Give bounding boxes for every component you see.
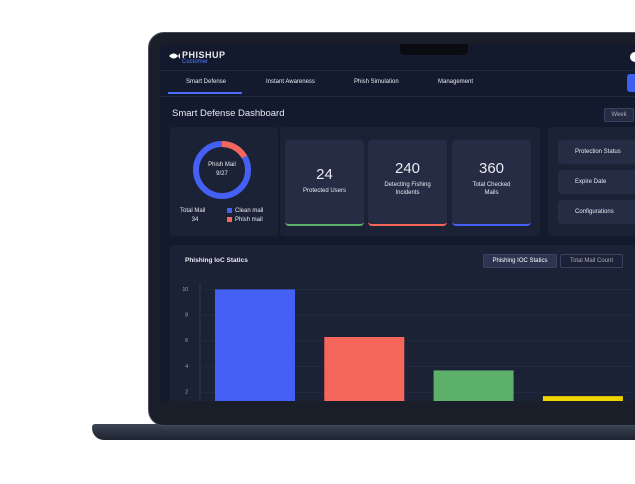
nav-item[interactable]: Instant Awareness — [266, 79, 315, 85]
y-tick-label: 8 — [185, 312, 188, 318]
brand-subtitle: Customer — [182, 59, 209, 65]
nav-underline — [168, 92, 242, 94]
side-link-label[interactable]: Protection Status — [575, 149, 621, 155]
donut-ratio: 9/27 — [216, 171, 228, 177]
camera-notch — [400, 44, 468, 55]
side-link[interactable]: Expire Date — [558, 170, 635, 194]
stat-value: 360 — [478, 160, 505, 177]
stat-label: Protected Users — [302, 188, 347, 194]
chart-tab[interactable]: Total Mail Count — [560, 254, 623, 268]
bar — [433, 370, 514, 401]
action-button[interactable] — [627, 74, 635, 92]
page-title: Smart Defense Dashboard — [172, 108, 285, 119]
legend-label: Phish mail — [235, 217, 263, 223]
stat-card: 24 Protected Users — [285, 140, 364, 226]
y-tick-label: 6 — [185, 338, 188, 344]
stat-card: 360 Total Checked Mails — [452, 140, 531, 226]
logo-icon — [169, 53, 180, 59]
stat-label: Detecting Fishing Incidents — [384, 182, 431, 196]
chart-title: Phishing IoC Statics — [185, 257, 248, 264]
side-link[interactable]: Protection Status — [558, 140, 635, 164]
bar — [215, 289, 295, 401]
nav-bar — [160, 70, 635, 97]
y-tick-label: 10 — [182, 287, 188, 293]
side-link-label[interactable]: Expire Date — [575, 179, 607, 185]
chart-tab[interactable]: Phishing IOC Statics — [483, 254, 557, 268]
bar — [324, 337, 405, 401]
donut — [193, 141, 251, 199]
nav-item[interactable]: Management — [438, 79, 474, 85]
side-link-label[interactable]: Configurations — [575, 209, 614, 215]
y-tick-label: 2 — [185, 390, 188, 396]
total-label: Total Mail — [180, 208, 206, 214]
legend-swatch — [227, 217, 232, 222]
stat-value: 240 — [394, 160, 421, 177]
nav-item[interactable]: Phish Simulation — [354, 79, 399, 85]
y-tick-label: 4 — [185, 364, 188, 370]
legend-label: Clean mail — [235, 208, 264, 214]
donut-label: Phish Mail — [208, 162, 236, 168]
bar-chart: 2 4 6 8 10 — [182, 283, 635, 401]
screen: PHISHUP Customer Smart Defense Instant A… — [160, 44, 635, 401]
stat-value: 24 — [316, 166, 333, 183]
total-value: 34 — [191, 217, 199, 223]
bar — [542, 396, 623, 401]
side-link[interactable]: Configurations — [558, 200, 635, 224]
legend-swatch — [227, 208, 232, 213]
donut-card: Phish Mail 9/27 Total Mail 34 Clean mail… — [170, 127, 278, 236]
nav-item[interactable]: Smart Defense — [186, 79, 227, 85]
period-button[interactable]: Week — [604, 108, 634, 122]
laptop-base — [92, 424, 635, 440]
stat-label: Total Checked Mails — [472, 182, 511, 196]
avatar[interactable] — [630, 52, 635, 62]
brand-name: PHISHUP — [182, 50, 226, 60]
stat-card: 240 Detecting Fishing Incidents — [368, 140, 447, 226]
